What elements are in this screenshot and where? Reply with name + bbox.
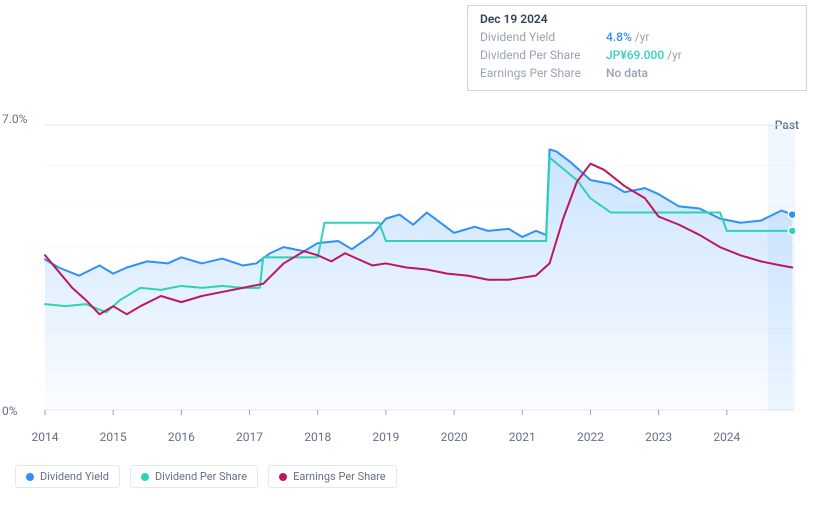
tooltip-row-value: 4.8% /yr <box>606 28 649 46</box>
legend-item-dividend-yield[interactable]: Dividend Yield <box>15 465 120 488</box>
tooltip-row-label: Earnings Per Share <box>480 64 600 82</box>
tooltip-rows: Dividend Yield4.8% /yrDividend Per Share… <box>480 28 794 82</box>
legend-item-dps[interactable]: Dividend Per Share <box>130 465 258 488</box>
chart-tooltip: Dec 19 2024 Dividend Yield4.8% /yrDivide… <box>467 5 807 91</box>
x-tick: 2016 <box>168 430 195 444</box>
legend-label: Dividend Yield <box>40 470 109 483</box>
tooltip-row: Dividend Per Share JP¥69.000 /yr <box>480 46 794 64</box>
x-tick: 2020 <box>441 430 468 444</box>
chart-legend: Dividend Yield Dividend Per Share Earnin… <box>15 465 397 488</box>
tooltip-date: Dec 19 2024 <box>480 12 794 26</box>
x-axis: 2014 2015 2016 2017 2018 2019 2020 2021 2022 2023… <box>15 430 806 450</box>
line-chart-svg <box>15 110 795 430</box>
legend-dot-icon <box>26 473 34 481</box>
x-tick: 2015 <box>100 430 127 444</box>
chart-container: Dec 19 2024 Dividend Yield4.8% /yrDivide… <box>0 0 821 508</box>
x-tick: 2019 <box>372 430 399 444</box>
y-tick-bottom: 0% <box>2 404 18 418</box>
tooltip-row: Dividend Yield 4.8% /yr <box>480 28 794 46</box>
x-tick: 2021 <box>509 430 536 444</box>
x-tick: 2022 <box>577 430 604 444</box>
tooltip-row-label: Dividend Per Share <box>480 46 600 64</box>
x-tick: 2024 <box>713 430 740 444</box>
tooltip-row: Earnings Per Share No data <box>480 64 794 82</box>
x-tick: 2018 <box>304 430 331 444</box>
x-tick: 2014 <box>32 430 59 444</box>
y-tick-top: 7.0% <box>2 112 27 126</box>
legend-label: Earnings Per Share <box>293 470 386 483</box>
x-tick: 2017 <box>236 430 263 444</box>
tooltip-row-label: Dividend Yield <box>480 28 600 46</box>
legend-dot-icon <box>141 473 149 481</box>
legend-item-eps[interactable]: Earnings Per Share <box>268 465 397 488</box>
tooltip-row-value: JP¥69.000 /yr <box>606 46 682 64</box>
x-tick: 2023 <box>645 430 672 444</box>
chart-plot-area[interactable] <box>15 110 806 440</box>
tooltip-row-value: No data <box>606 64 648 82</box>
legend-label: Dividend Per Share <box>155 470 247 483</box>
legend-dot-icon <box>279 473 287 481</box>
